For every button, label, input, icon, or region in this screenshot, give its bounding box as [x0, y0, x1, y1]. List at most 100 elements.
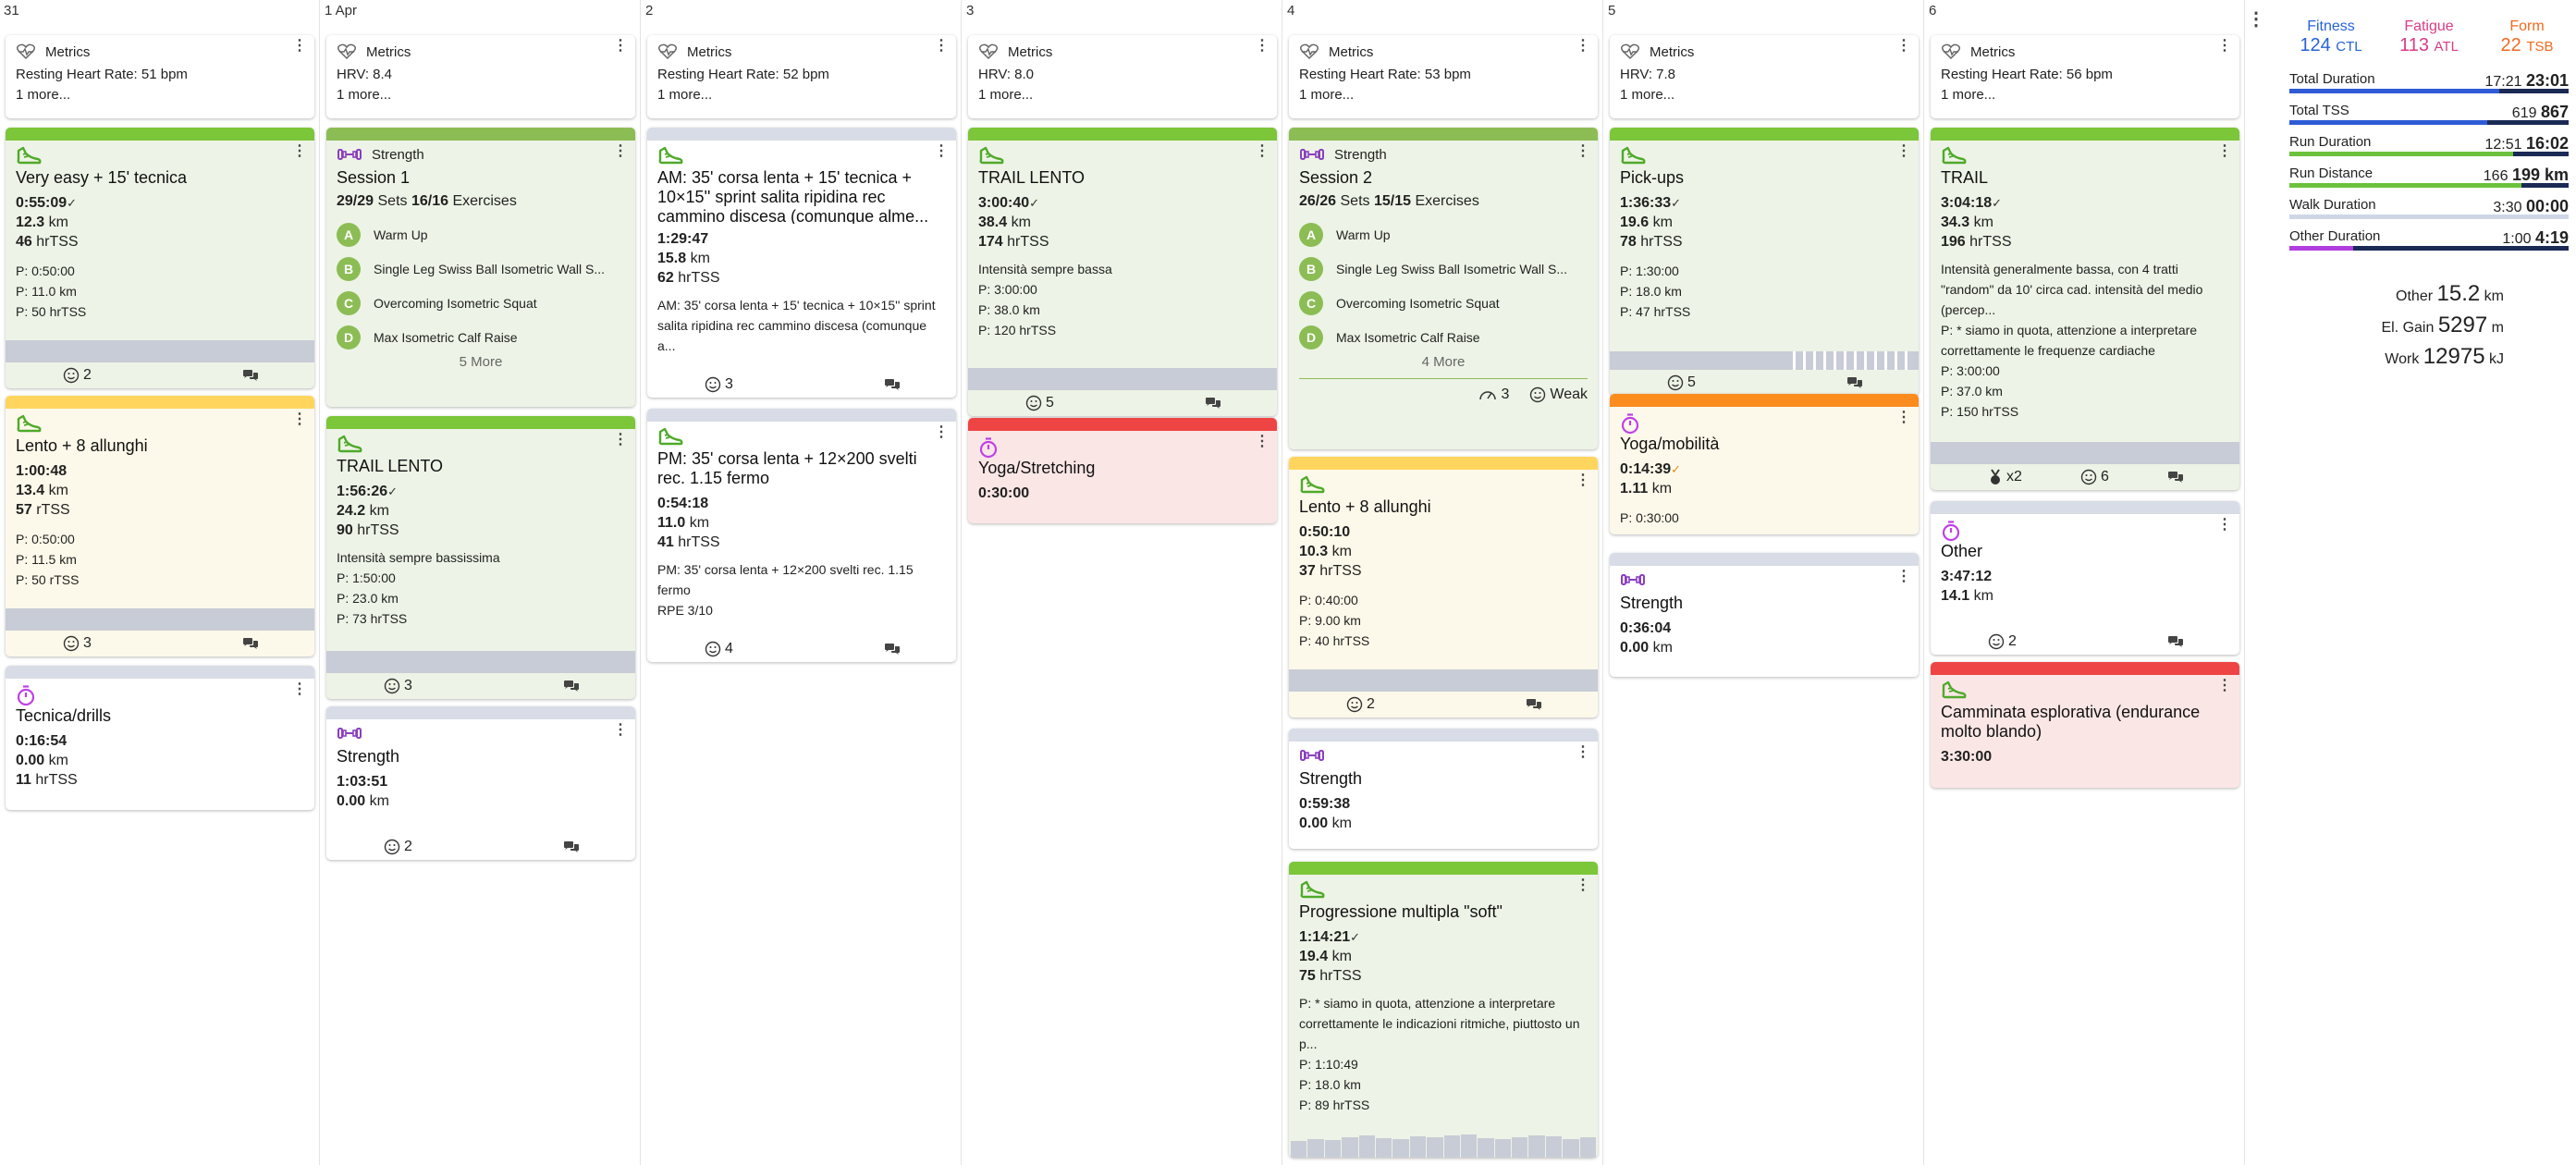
kebab-menu-icon[interactable]: ⋮ — [1896, 143, 1911, 159]
kebab-menu-icon[interactable]: ⋮ — [1255, 143, 1270, 159]
kebab-menu-icon[interactable]: ⋮ — [2217, 38, 2232, 54]
form-stat[interactable]: Form 22 TSB — [2485, 18, 2569, 56]
workout-card[interactable]: ⋮ Yoga/mobilità 0:14:39✓ 1.11 km P: 0:30:00 — [1610, 394, 1919, 534]
feel-rating[interactable]: 2 — [384, 839, 412, 855]
metrics-more-link[interactable]: 1 more... — [978, 87, 1034, 103]
workout-card[interactable]: ⋮ Strength Session 2 26/26 Sets 15/15 Exerc… — [1289, 128, 1598, 449]
metrics-card[interactable]: Metrics ⋮ Resting Heart Rate: 52 bpm 1 more… — [647, 35, 956, 118]
total-row[interactable]: Total Duration 17:21 23:01 — [2289, 66, 2569, 97]
comment-button[interactable] — [563, 680, 580, 693]
feel-rating[interactable]: 5 — [1667, 374, 1696, 391]
workout-card[interactable]: ⋮ Strength 1:03:51 0.00 km 2 — [326, 706, 635, 860]
comment-button[interactable] — [242, 369, 259, 382]
total-row[interactable]: Other Duration 1:00 4:19 — [2289, 223, 2569, 254]
workout-card[interactable]: ⋮ Tecnica/drills 0:16:54 0.00 km 11 hrTSS — [6, 666, 314, 810]
metrics-more-link[interactable]: 1 more... — [1620, 87, 1675, 103]
workout-card[interactable]: ⋮ TRAIL 3:04:18✓ 34.3 km 196 hrTSS Intensità … — [1931, 128, 2239, 490]
kebab-menu-icon[interactable]: ⋮ — [1896, 569, 1911, 584]
feel-rating[interactable]: 2 — [63, 367, 92, 384]
metrics-more-link[interactable]: 1 more... — [16, 87, 71, 103]
metrics-more-link[interactable]: 1 more... — [337, 87, 392, 103]
kebab-menu-icon[interactable]: ⋮ — [292, 143, 307, 159]
comment-button[interactable] — [1205, 397, 1221, 410]
feel-rating[interactable]: Weak — [1529, 386, 1588, 403]
kebab-menu-icon[interactable]: ⋮ — [1576, 38, 1590, 54]
workout-card[interactable]: ⋮ Pick-ups 1:36:33✓ 19.6 km 78 hrTSS P: 1:30:… — [1610, 128, 1919, 396]
exercise-item[interactable]: B Single Leg Swiss Ball Isometric Wall S.… — [337, 251, 625, 286]
kebab-menu-icon[interactable]: ⋮ — [613, 722, 628, 738]
feel-rating[interactable]: 3 — [384, 678, 412, 694]
kebab-menu-icon[interactable]: ⋮ — [292, 411, 307, 427]
workout-card[interactable]: ⋮ Other 3:47:12 14.1 km 2 — [1931, 501, 2239, 655]
kebab-menu-icon[interactable]: ⋮ — [613, 143, 628, 159]
total-row[interactable]: Run Distance 166 199 km — [2289, 160, 2569, 191]
kebab-menu-icon[interactable]: ⋮ — [1576, 744, 1590, 760]
metrics-card[interactable]: Metrics ⋮ Resting Heart Rate: 53 bpm 1 more… — [1289, 35, 1598, 118]
total-row[interactable]: Total TSS 619 867 — [2289, 97, 2569, 129]
kebab-menu-icon[interactable]: ⋮ — [2217, 678, 2232, 693]
metrics-card[interactable]: Metrics ⋮ HRV: 8.4 1 more... — [326, 35, 635, 118]
exercise-item[interactable]: D Max Isometric Calf Raise — [1299, 320, 1588, 354]
comment-button[interactable] — [1846, 376, 1863, 389]
comment-button[interactable] — [2167, 471, 2184, 484]
kebab-menu-icon[interactable]: ⋮ — [1576, 143, 1590, 159]
more-options-icon[interactable]: ⋮ — [2247, 9, 2265, 30]
workout-card[interactable]: ⋮ AM: 35' corsa lenta + 15' tecnica + 10×… — [647, 128, 956, 398]
workout-card[interactable]: ⋮ Very easy + 15' tecnica 0:55:09✓ 12.3 km 4… — [6, 128, 314, 388]
kebab-menu-icon[interactable]: ⋮ — [934, 143, 949, 159]
workout-card[interactable]: ⋮ Lento + 8 allunghi 0:50:10 10.3 km 37 hrTS… — [1289, 457, 1598, 717]
feel-rating[interactable]: 3 — [705, 376, 733, 393]
exercise-item[interactable]: C Overcoming Isometric Squat — [337, 286, 625, 320]
comment-button[interactable] — [884, 378, 901, 391]
workout-card[interactable]: ⋮ Strength 0:36:04 0.00 km — [1610, 553, 1919, 677]
workout-card[interactable]: ⋮ Lento + 8 allunghi 1:00:48 13.4 km 57 rTSS… — [6, 396, 314, 656]
feel-rating[interactable]: 4 — [705, 641, 733, 657]
fitness-stat[interactable]: Fitness 124 CTL — [2289, 18, 2373, 56]
kebab-menu-icon[interactable]: ⋮ — [2217, 143, 2232, 159]
kebab-menu-icon[interactable]: ⋮ — [1896, 38, 1911, 54]
kebab-menu-icon[interactable]: ⋮ — [292, 681, 307, 697]
exercise-item[interactable]: B Single Leg Swiss Ball Isometric Wall S.… — [1299, 251, 1588, 286]
feel-rating[interactable]: 2 — [1988, 633, 2017, 650]
kebab-menu-icon[interactable]: ⋮ — [1255, 38, 1270, 54]
kebab-menu-icon[interactable]: ⋮ — [1255, 434, 1270, 449]
kebab-menu-icon[interactable]: ⋮ — [1576, 877, 1590, 893]
feel-rating[interactable]: 2 — [1346, 696, 1375, 713]
metrics-card[interactable]: Metrics ⋮ Resting Heart Rate: 51 bpm 1 more… — [6, 35, 314, 118]
more-exercises-link[interactable]: 4 More — [1421, 354, 1466, 370]
comment-button[interactable] — [2167, 635, 2184, 648]
workout-card[interactable]: ⋮ PM: 35' corsa lenta + 12×200 svelti rec… — [647, 409, 956, 662]
metrics-card[interactable]: Metrics ⋮ HRV: 8.0 1 more... — [968, 35, 1277, 118]
exercise-item[interactable]: A Warm Up — [337, 217, 625, 251]
feel-rating[interactable]: 5 — [1025, 395, 1054, 411]
kebab-menu-icon[interactable]: ⋮ — [613, 432, 628, 448]
kebab-menu-icon[interactable]: ⋮ — [613, 38, 628, 54]
workout-card[interactable]: ⋮ Yoga/Stretching 0:30:00 — [968, 418, 1277, 523]
comment-button[interactable] — [884, 643, 901, 656]
kebab-menu-icon[interactable]: ⋮ — [1896, 410, 1911, 425]
feel-rating[interactable]: 3 — [63, 635, 92, 652]
metrics-more-link[interactable]: 1 more... — [1941, 87, 1996, 103]
medal-badge[interactable]: x2 — [1988, 469, 2022, 485]
metrics-more-link[interactable]: 1 more... — [1299, 87, 1355, 103]
exercise-item[interactable]: D Max Isometric Calf Raise — [337, 320, 625, 354]
workout-card[interactable]: ⋮ TRAIL LENTO 3:00:40✓ 38.4 km 174 hrTSS Inte… — [968, 128, 1277, 416]
workout-card[interactable]: ⋮ Camminata esplorativa (endurance molto … — [1931, 662, 2239, 788]
exercise-item[interactable]: C Overcoming Isometric Squat — [1299, 286, 1588, 320]
metrics-card[interactable]: Metrics ⋮ Resting Heart Rate: 56 bpm 1 more… — [1931, 35, 2239, 118]
comment-button[interactable] — [563, 840, 580, 853]
metrics-more-link[interactable]: 1 more... — [657, 87, 713, 103]
more-exercises-link[interactable]: 5 More — [459, 354, 503, 370]
fatigue-stat[interactable]: Fatigue 113 ATL — [2387, 18, 2471, 56]
workout-card[interactable]: ⋮ Strength 0:59:38 0.00 km — [1289, 729, 1598, 849]
rpe-rating[interactable]: 3 — [1478, 386, 1509, 403]
metrics-card[interactable]: Metrics ⋮ HRV: 7.8 1 more... — [1610, 35, 1919, 118]
exercise-item[interactable]: A Warm Up — [1299, 217, 1588, 251]
kebab-menu-icon[interactable]: ⋮ — [2217, 517, 2232, 533]
workout-card[interactable]: ⋮ Progressione multipla "soft" 1:14:21✓ 19.… — [1289, 862, 1598, 1158]
kebab-menu-icon[interactable]: ⋮ — [1576, 472, 1590, 488]
comment-button[interactable] — [1526, 698, 1542, 711]
kebab-menu-icon[interactable]: ⋮ — [292, 38, 307, 54]
workout-card[interactable]: ⋮ Strength Session 1 29/29 Sets 16/16 Exerc… — [326, 128, 635, 407]
kebab-menu-icon[interactable]: ⋮ — [934, 38, 949, 54]
